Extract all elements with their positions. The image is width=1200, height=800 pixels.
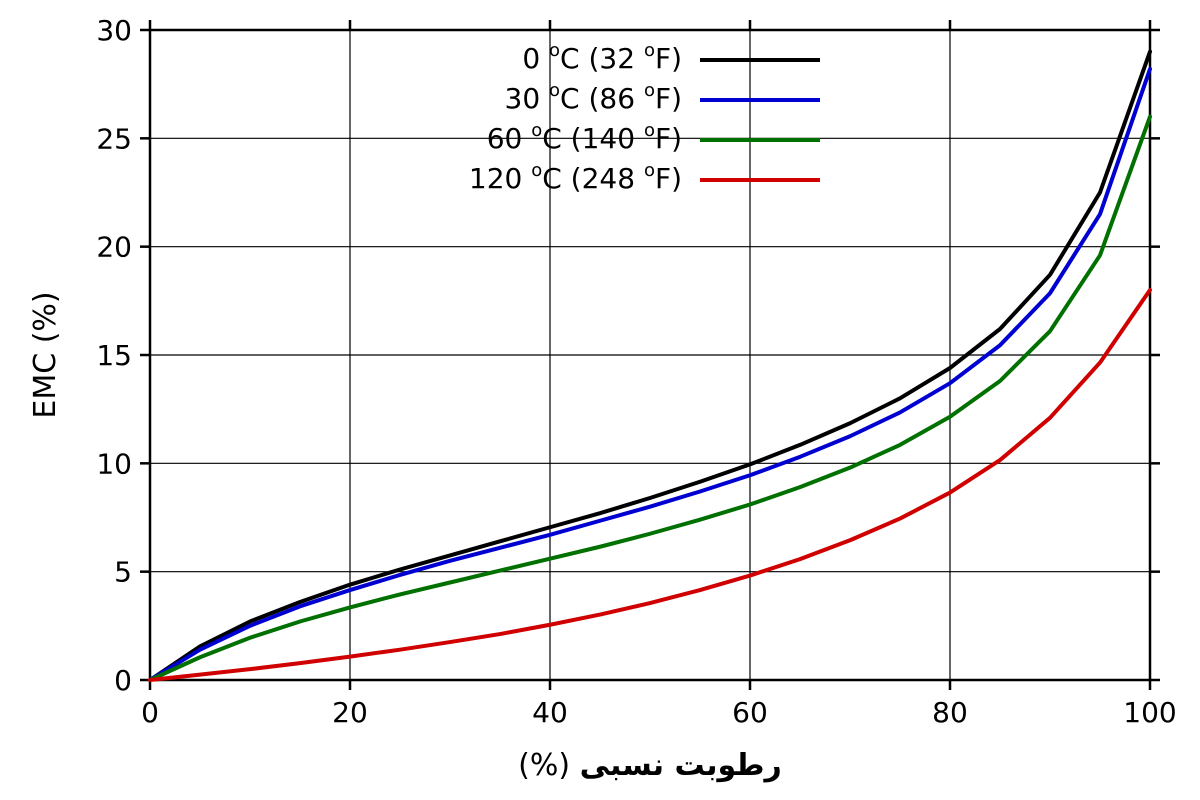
xtick-label: 40 bbox=[532, 696, 568, 729]
x-axis-label: (%) رطوبت نسبی bbox=[518, 748, 782, 783]
legend-label: 30 oC (86 oF) bbox=[505, 80, 683, 115]
y-axis-label: EMC (%) bbox=[28, 291, 63, 418]
ytick-label: 0 bbox=[114, 664, 132, 697]
ytick-label: 25 bbox=[96, 122, 132, 155]
ytick-label: 15 bbox=[96, 339, 132, 372]
ytick-label: 30 bbox=[96, 14, 132, 47]
emc-line-chart: 0 20 40 60 80 100 0 5 10 15 20 25 30 EMC (%) (%) رطوبت… bbox=[0, 0, 1200, 800]
ytick-label: 5 bbox=[114, 556, 132, 589]
legend-label: 0 oC (32 oF) bbox=[522, 40, 682, 75]
xtick-label: 60 bbox=[732, 696, 768, 729]
ytick-label: 20 bbox=[96, 231, 132, 264]
xtick-label: 80 bbox=[932, 696, 968, 729]
chart-container: 0 20 40 60 80 100 0 5 10 15 20 25 30 EMC (%) (%) رطوبت… bbox=[0, 0, 1200, 800]
xtick-label: 20 bbox=[332, 696, 368, 729]
xtick-label: 100 bbox=[1123, 696, 1176, 729]
xtick-label: 0 bbox=[141, 696, 159, 729]
ytick-label: 10 bbox=[96, 447, 132, 480]
